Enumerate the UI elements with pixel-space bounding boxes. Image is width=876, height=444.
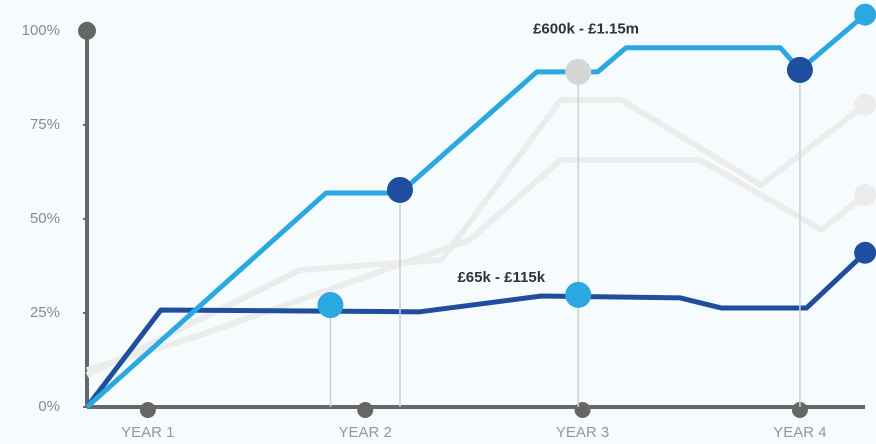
- point-marker: [387, 177, 413, 203]
- tick-mark: [357, 402, 373, 418]
- tick-mark: [140, 402, 156, 418]
- point-marker: [565, 59, 591, 85]
- tick-mark: [575, 402, 591, 418]
- end-marker: [854, 184, 876, 206]
- y-tick-label: 25%: [30, 304, 60, 321]
- x-tick-label: YEAR 3: [556, 424, 609, 441]
- y-tick-label: 0%: [38, 398, 60, 415]
- chart: 0% 25% 50% 75% 100% YEAR 1 YEAR 2 YEAR 3 YEAR 4 £…: [0, 0, 876, 444]
- x-tick-label: YEAR 2: [339, 424, 392, 441]
- x-tick-label: YEAR 1: [121, 424, 174, 441]
- series-label: £600k - £1.15m: [533, 21, 639, 38]
- point-marker: [565, 282, 591, 308]
- y-tick-label: 50%: [30, 210, 60, 227]
- y-tick-label: 100%: [22, 22, 60, 39]
- x-tick-label: YEAR 4: [773, 424, 826, 441]
- end-marker: [854, 242, 876, 264]
- end-marker: [854, 4, 876, 26]
- y-tick-label: 75%: [30, 116, 60, 133]
- point-marker: [787, 57, 813, 83]
- end-marker: [854, 94, 876, 116]
- background: [0, 0, 876, 444]
- point-marker: [317, 292, 343, 318]
- series-label: £65k - £115k: [457, 269, 545, 286]
